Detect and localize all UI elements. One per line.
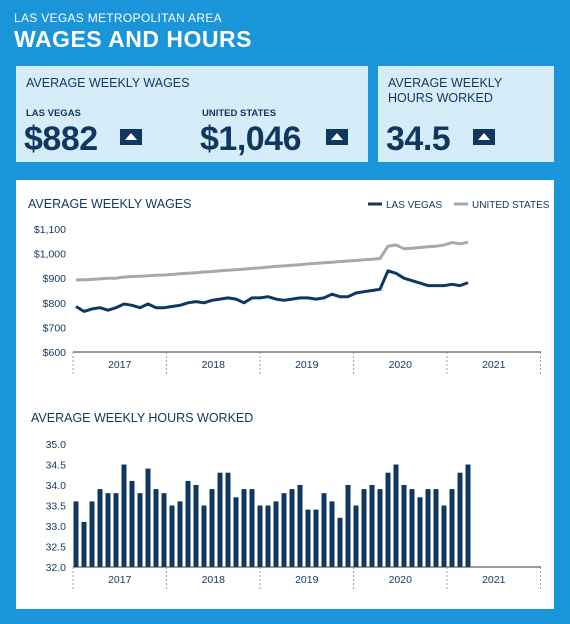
wages-year-label: 2019 [295,359,319,371]
us-wage-value: $1,046 [200,120,302,158]
page-subtitle: LAS VEGAS METROPOLITAN AREA [14,11,222,25]
hours-bar [201,505,207,567]
legend-label-us: UNITED STATES [472,200,550,211]
hours-bar [105,493,111,567]
page-title: WAGES AND HOURS [14,26,252,52]
charts-panel: AVERAGE WEEKLY WAGES LAS VEGAS UNITED STAT… [16,180,554,609]
hours-y-tick: 34.0 [46,480,67,492]
us-wage-line [76,240,469,282]
hours-y-tick: 32.5 [46,542,67,554]
hours-y-tick: 33.5 [46,501,67,513]
hours-bar [369,485,375,567]
hours-bar [161,493,167,567]
hours-bar [361,489,367,567]
hours-y-tick: 33.0 [46,521,67,533]
wages-card-label: AVERAGE WEEKLY WAGES [26,76,190,90]
hours-bar [289,489,295,567]
hours-bar [393,464,399,567]
hours-y-tick: 34.5 [46,460,67,472]
hours-bar [153,489,159,567]
lv-wage-label: LAS VEGAS [26,108,81,119]
hours-bar [129,480,135,567]
wages-y-tick: $800 [43,298,67,310]
hours-bar [329,501,335,567]
hours-year-label: 2019 [295,574,319,586]
wages-y-tick: $900 [43,273,67,285]
hours-bar [417,497,423,567]
wages-year-label: 2020 [389,359,413,371]
hours-bar [321,493,327,567]
hours-bar [297,485,303,567]
hours-bar [401,485,407,567]
hours-chart-title: AVERAGE WEEKLY HOURS WORKED [31,411,253,425]
wages-summary-card: AVERAGE WEEKLY WAGES LAS VEGAS $882 UNIT… [16,66,368,162]
wages-y-tick: $1,100 [34,224,66,236]
hours-card-label-line2: HOURS WORKED [388,91,493,105]
hours-bar [337,517,343,567]
hours-bar [409,489,415,567]
hours-bar [465,464,471,567]
hours-bar [193,485,199,567]
hours-bar [305,509,311,567]
hours-bar [281,493,287,567]
hours-bar [177,501,183,567]
wages-year-label: 2017 [108,359,132,371]
hours-y-tick: 35.0 [46,439,67,451]
hours-year-label: 2020 [389,574,413,586]
hours-year-label: 2017 [108,574,132,586]
hours-bar [441,505,447,567]
hours-summary-card: AVERAGE WEEKLY HOURS WORKED 34.5 [378,66,554,162]
up-arrow-icon [326,129,348,145]
wages-y-tick: $700 [43,322,67,334]
hours-bar [433,489,439,567]
us-wage-label: UNITED STATES [202,108,277,119]
hours-bar [449,489,455,567]
hours-bar [265,505,271,567]
hours-bar [185,480,191,567]
hours-bar [273,501,279,567]
hours-bar [145,468,151,567]
legend-label-lv: LAS VEGAS [386,200,442,211]
wages-y-tick: $1,000 [34,249,66,261]
hours-value: 34.5 [386,120,451,158]
hours-bar [385,472,391,567]
hours-bar [377,489,383,567]
hours-bar [249,489,255,567]
lv-wage-value: $882 [24,120,98,158]
hours-bar [353,505,359,567]
hours-card-label-line1: AVERAGE WEEKLY [388,76,503,90]
charts-svg: AVERAGE WEEKLY WAGES LAS VEGAS UNITED STAT… [28,197,550,591]
hours-bar [257,505,263,567]
up-arrow-icon [120,129,142,145]
hours-bar [457,472,463,567]
hours-bar [217,472,223,567]
hours-year-label: 2021 [482,574,506,586]
hours-bar [345,485,351,567]
hours-bar [121,464,127,567]
hours-bar [209,489,215,567]
hours-bar [97,489,103,567]
wages-y-tick: $600 [43,347,67,359]
lv-wage-line [75,269,469,313]
hours-bar [241,489,247,567]
hours-bar [313,509,319,567]
hours-year-label: 2018 [202,574,226,586]
wages-year-label: 2021 [482,359,506,371]
hours-bar [425,489,431,567]
hours-bar [81,521,87,567]
hours-bar [113,493,119,567]
hours-y-tick: 32.0 [46,562,67,574]
hours-bar [73,501,79,567]
hours-bar [89,501,95,567]
hours-bar [137,493,143,567]
wages-year-label: 2018 [202,359,226,371]
wages-chart-title: AVERAGE WEEKLY WAGES [28,197,191,211]
up-arrow-icon [473,129,495,145]
hours-bar [225,472,231,567]
hours-bar [233,497,239,567]
hours-bar [169,505,175,567]
